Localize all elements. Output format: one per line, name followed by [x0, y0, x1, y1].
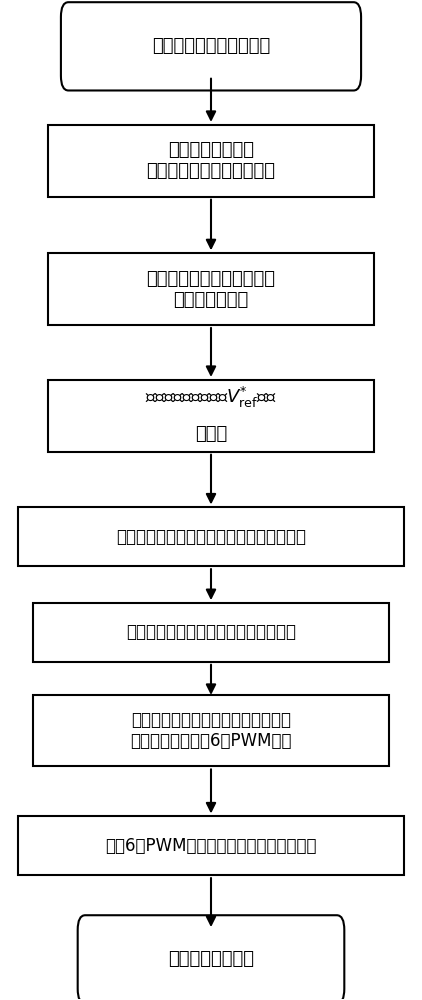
- FancyBboxPatch shape: [78, 915, 344, 1000]
- Text: 输出6路PWM脉冲作用于功率开关驱动电路: 输出6路PWM脉冲作用于功率开关驱动电路: [105, 837, 317, 855]
- Text: 的扇区: 的扇区: [195, 425, 227, 443]
- Text: 在允许范围内调整三角载波频率，加
入死去时间，生成6路PWM脉冲: 在允许范围内调整三角载波频率，加 入死去时间，生成6路PWM脉冲: [130, 711, 292, 750]
- Text: 对不受故障开关管影响的扇区进行正常控制: 对不受故障开关管影响的扇区进行正常控制: [116, 528, 306, 546]
- Text: 确定扇区划分函数及$\mathit{V}_{\mathregular{ref}}^{*}$所在: 确定扇区划分函数及$\mathit{V}_{\mathregular{ref}}…: [145, 385, 277, 410]
- FancyBboxPatch shape: [33, 603, 389, 662]
- FancyBboxPatch shape: [48, 380, 374, 452]
- FancyBboxPatch shape: [61, 2, 361, 90]
- Text: 确定开关管故障前后故障零
矢量和有效矢量: 确定开关管故障前后故障零 矢量和有效矢量: [146, 270, 276, 309]
- Text: 对故障开关管所影响扇区进行容错控制: 对故障开关管所影响扇区进行容错控制: [126, 623, 296, 641]
- FancyBboxPatch shape: [33, 695, 389, 766]
- FancyBboxPatch shape: [48, 125, 374, 197]
- Text: 读取开关管故障诊断信息: 读取开关管故障诊断信息: [152, 37, 270, 55]
- Text: 结合扇区划分方式
确定故障开关管所影响扇区: 结合扇区划分方式 确定故障开关管所影响扇区: [146, 141, 276, 180]
- Text: 完成容错缓冲控制: 完成容错缓冲控制: [168, 950, 254, 968]
- FancyBboxPatch shape: [18, 507, 404, 566]
- FancyBboxPatch shape: [18, 816, 404, 875]
- FancyBboxPatch shape: [48, 253, 374, 325]
